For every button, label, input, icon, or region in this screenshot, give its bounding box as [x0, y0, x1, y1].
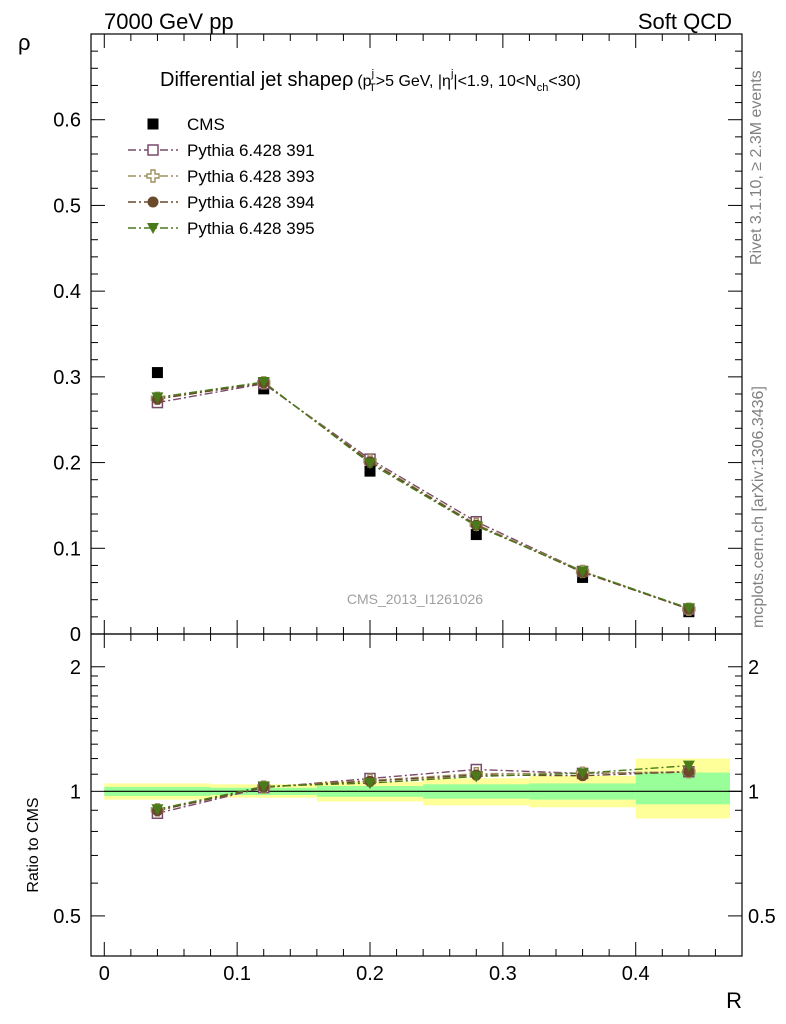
data-point-s4-3 [470, 521, 483, 532]
main-ytick-label: 0.6 [53, 110, 81, 132]
ratio-ytick-label-right: 1 [748, 781, 759, 803]
mcplots-label: mcplots.cern.ch [arXiv:1306.3436] [750, 386, 767, 628]
data-point-s4-0 [151, 392, 164, 404]
ratio-axes: 0.5 0.5 1 1 2 2 0 0.1 0.2 0.3 0.4 [53, 634, 776, 985]
ratio-point-s3-5 [682, 760, 695, 772]
main-ylabel: ρ [18, 30, 31, 55]
main-ytick-label: 0 [70, 624, 81, 646]
ratio-xtick-label: 0.3 [489, 963, 517, 985]
legend-marker-0 [147, 118, 159, 130]
ratio-ytick-label-left: 1 [70, 781, 81, 803]
ratio-line-3 [157, 764, 689, 810]
series-line-2 [157, 382, 690, 610]
legend: CMS Pythia 6.428 391 Pythia 6.428 393 Pythi… [128, 115, 315, 238]
legend-marker-3 [147, 196, 159, 208]
rivet-label: Rivet 3.1.10, ≥ 2.3M events [748, 70, 765, 265]
ratio-panel: Ratio to CMS R 0.5 0.5 1 1 2 2 0 0.1 0.2 0.3 0.4 [25, 633, 776, 1013]
legend-label-0: CMS [187, 115, 225, 134]
ratio-point-s3-3 [470, 771, 483, 783]
ratio-point-s3-1 [257, 781, 270, 793]
data-point-s4-2 [364, 458, 376, 470]
analysis-watermark: CMS_2013_I1261026 [347, 591, 483, 607]
ratio-point-s3-2 [364, 778, 376, 790]
data-point-s4-5 [682, 603, 695, 615]
main-series-markers [150, 367, 696, 618]
main-panel: ρ Differential jet shapeρ (pj T>5 GeV, |ηj… [18, 30, 743, 646]
ratio-bands [104, 758, 742, 819]
header-right: Soft QCD [638, 9, 732, 34]
ratio-xlabel: R [726, 988, 742, 1013]
ratio-xtick-label: 0.1 [223, 963, 251, 985]
series-line-4 [157, 381, 690, 609]
ratio-xtick-label: 0.4 [622, 963, 650, 985]
header-left: 7000 GeV pp [104, 9, 234, 34]
data-point-s0-2 [364, 465, 376, 477]
legend-label-1: Pythia 6.428 391 [187, 141, 315, 160]
ratio-point-s3-0 [151, 804, 164, 816]
ratio-ytick-label-right: 2 [748, 657, 759, 679]
data-point-s4-4 [576, 566, 589, 578]
legend-label-4: Pythia 6.428 395 [187, 219, 315, 238]
ratio-frame [90, 633, 743, 957]
ratio-ytick-label-left: 0.5 [53, 906, 81, 928]
data-point-s0-0 [151, 367, 163, 379]
main-ytick-label: 0.1 [53, 538, 81, 560]
series-line-3 [157, 382, 690, 610]
ratio-line-2 [157, 771, 689, 812]
legend-label-3: Pythia 6.428 394 [187, 193, 315, 212]
main-axes: 0 0.1 0.2 0.3 0.4 0.5 0.6 [53, 34, 742, 646]
legend-label-2: Pythia 6.428 393 [187, 167, 315, 186]
main-ytick-label: 0.3 [53, 367, 81, 389]
main-ytick-label: 0.5 [53, 195, 81, 217]
main-ytick-label: 0.4 [53, 281, 81, 303]
data-point-s4-1 [257, 377, 270, 388]
ratio-ylabel: Ratio to CMS [25, 797, 42, 892]
ratio-point-s3-4 [576, 768, 589, 780]
ratio-line-1 [157, 771, 689, 811]
ratio-band-green-5 [635, 772, 730, 805]
legend-marker-1 [147, 144, 159, 156]
main-title: Differential jet shapeρ (pj T>5 GeV, |ηj|<… [160, 68, 581, 94]
ratio-xtick-label: 0.2 [356, 963, 384, 985]
ratio-line-0 [157, 768, 689, 814]
ratio-series-lines [157, 764, 689, 814]
ratio-xtick-label: 0 [99, 963, 110, 985]
series-line-1 [157, 382, 690, 610]
ratio-point-s2-5 [683, 766, 695, 778]
legend-marker-4 [147, 223, 159, 234]
main-series-lines [157, 381, 690, 610]
ratio-ytick-label-left: 2 [70, 657, 81, 679]
ratio-ytick-label-right: 0.5 [748, 906, 776, 928]
legend-marker-2 [146, 169, 160, 183]
main-ytick-label: 0.2 [53, 453, 81, 475]
data-point-s0-3 [470, 529, 482, 541]
ratio-series-markers [150, 760, 696, 820]
